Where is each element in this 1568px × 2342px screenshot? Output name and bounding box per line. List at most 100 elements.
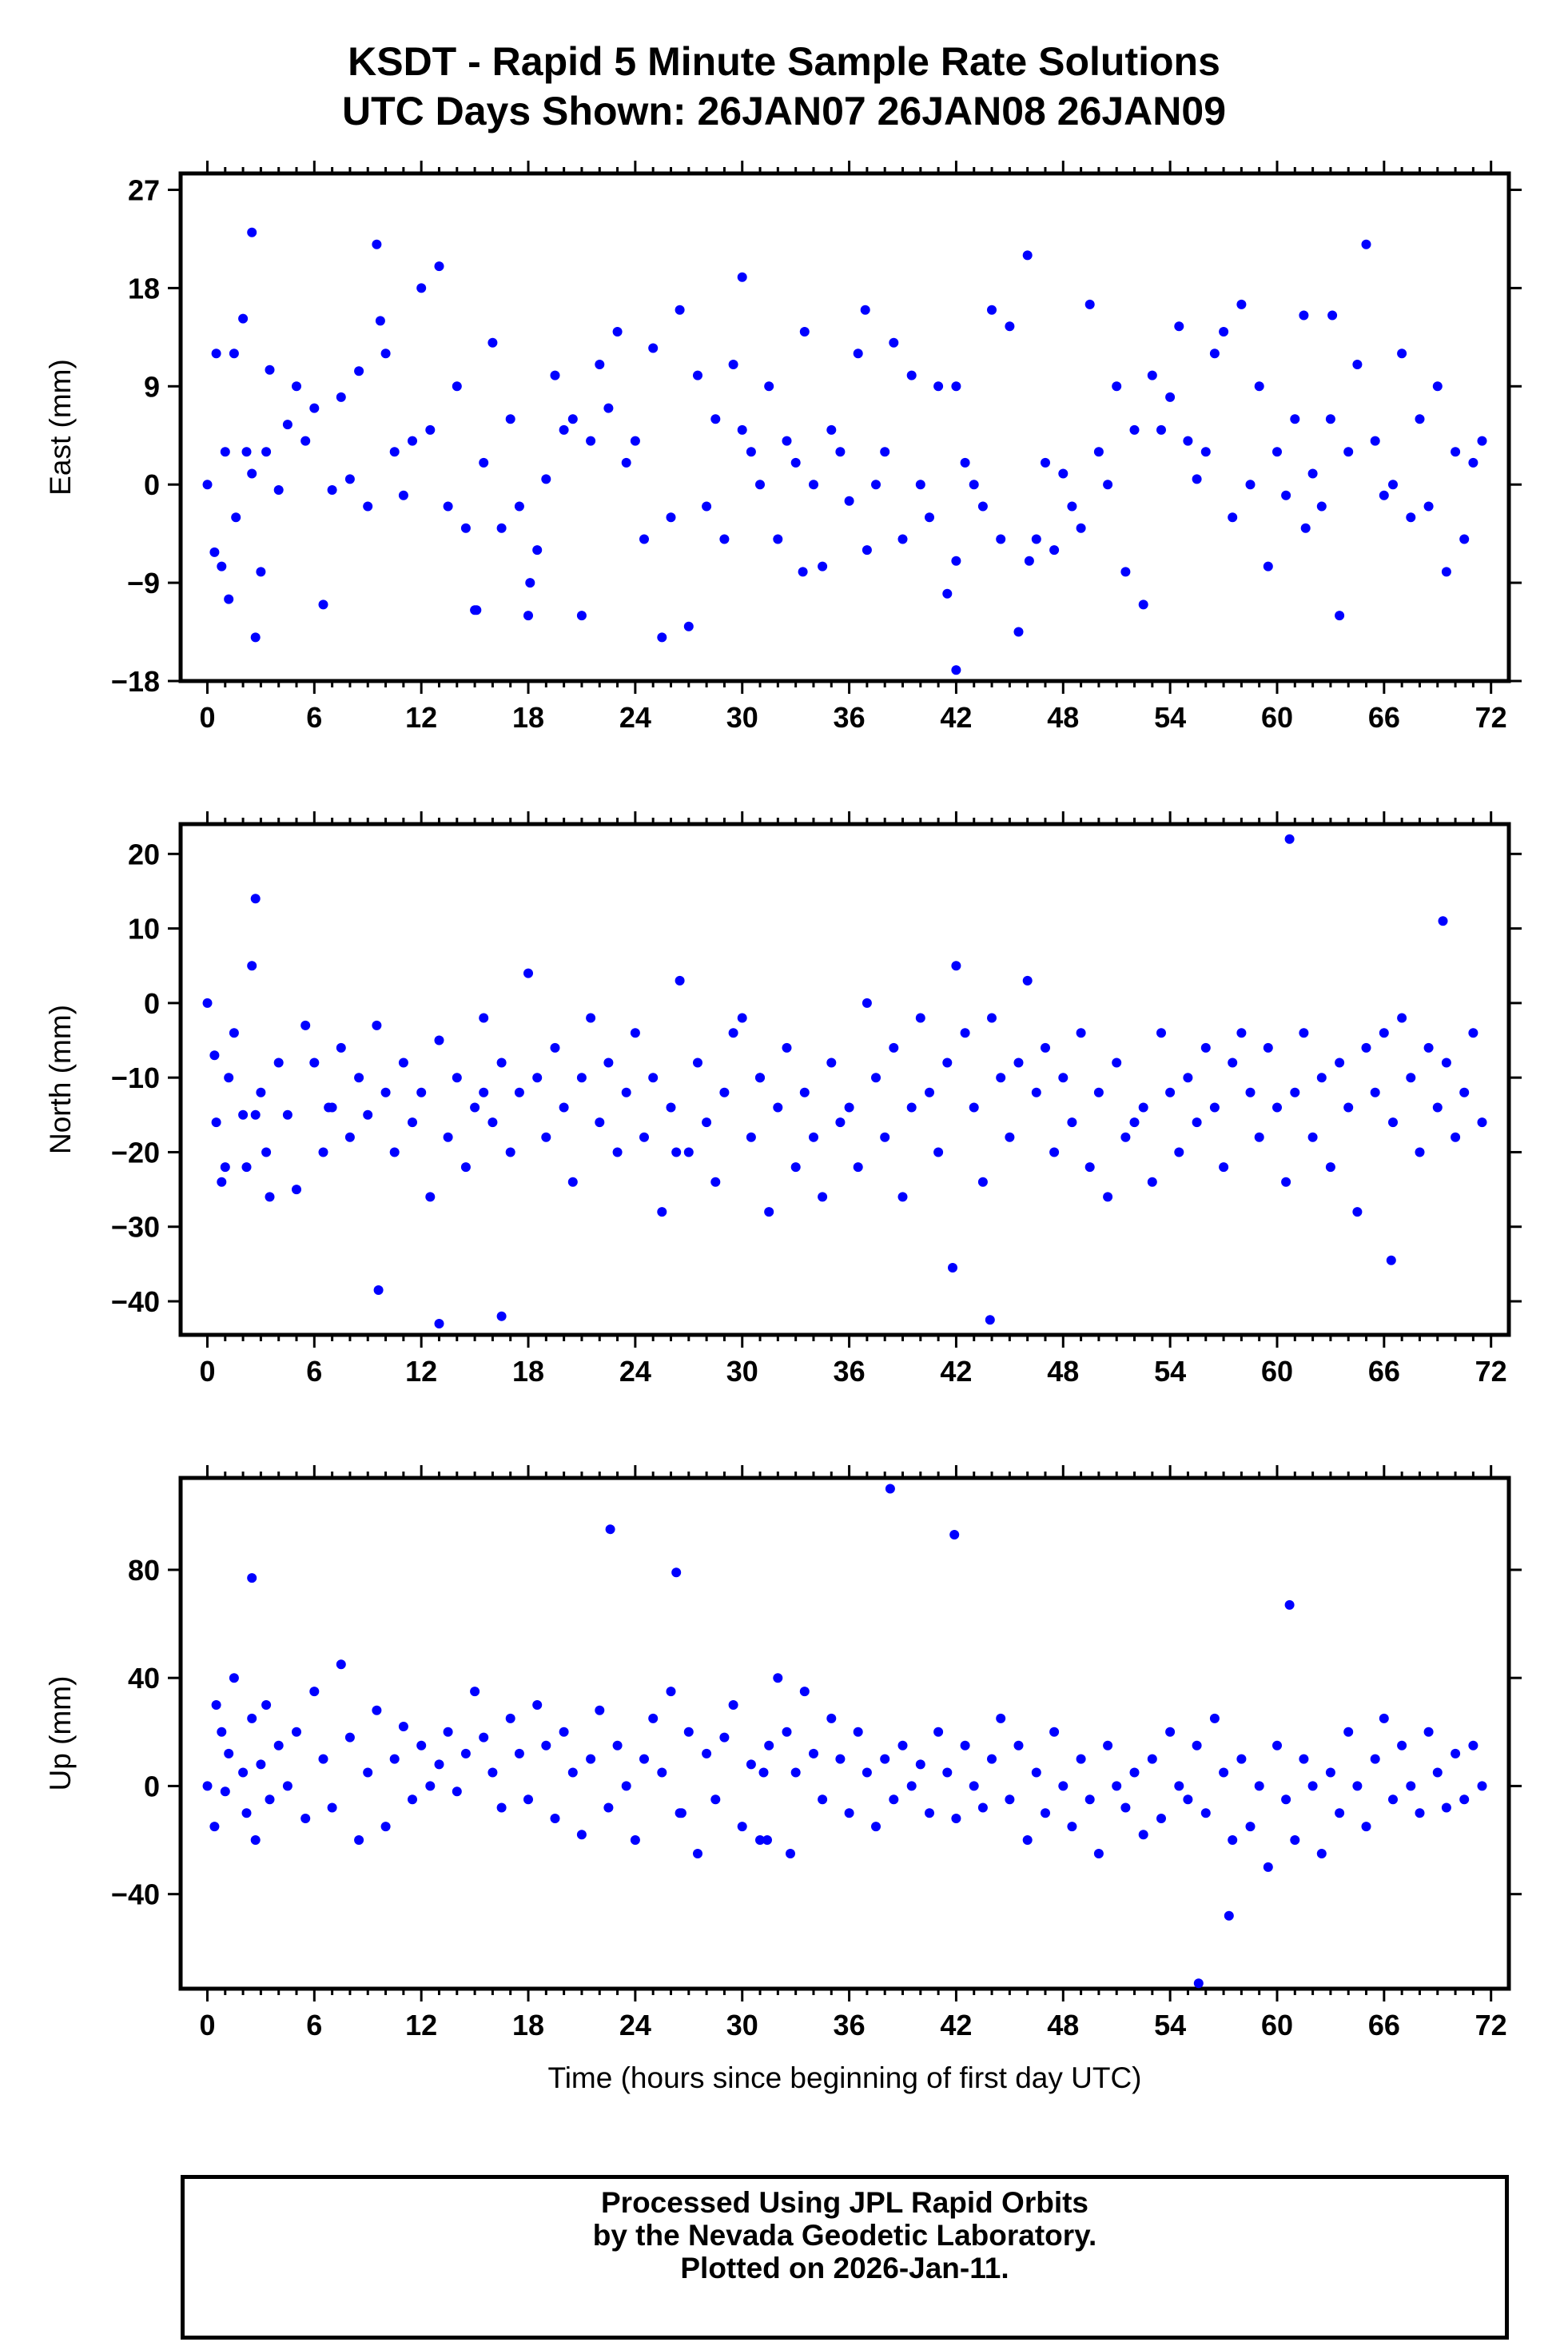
data-point xyxy=(844,1102,854,1113)
data-point xyxy=(300,1020,311,1030)
data-point xyxy=(1352,1781,1363,1791)
data-point xyxy=(782,436,792,446)
data-point xyxy=(818,561,828,572)
x-tick-label: 48 xyxy=(1047,2009,1079,2041)
data-point xyxy=(1228,512,1238,523)
data-point xyxy=(1076,1028,1086,1038)
data-point xyxy=(363,1767,373,1778)
data-point xyxy=(906,1102,917,1113)
data-point xyxy=(1459,1087,1470,1097)
x-tick-label: 18 xyxy=(512,701,544,734)
data-point xyxy=(728,1028,738,1038)
data-point xyxy=(1049,1727,1060,1737)
data-point xyxy=(1263,1862,1273,1872)
data-point xyxy=(987,1754,997,1764)
y-tick-label: −10 xyxy=(111,1061,160,1094)
data-point xyxy=(987,1013,997,1023)
x-tick-label: 6 xyxy=(306,2009,322,2041)
data-point xyxy=(1049,545,1060,556)
data-point xyxy=(1477,436,1487,446)
data-point xyxy=(576,1073,587,1083)
x-tick-label: 0 xyxy=(199,2009,215,2041)
x-tick-label: 60 xyxy=(1261,1355,1293,1388)
data-point xyxy=(247,1713,257,1723)
data-point xyxy=(809,1748,818,1758)
data-point xyxy=(1147,370,1157,380)
data-point xyxy=(505,1713,515,1723)
data-point xyxy=(737,1822,747,1832)
panel-frame-1 xyxy=(178,822,1511,1337)
data-point xyxy=(309,1057,320,1068)
data-point xyxy=(702,501,712,512)
data-point xyxy=(1438,916,1448,926)
data-point xyxy=(567,1767,578,1778)
data-point xyxy=(1138,599,1148,610)
y-tick-label: 0 xyxy=(144,1770,160,1802)
data-point xyxy=(676,1808,686,1818)
data-point xyxy=(1209,349,1220,359)
data-point xyxy=(773,1673,783,1683)
data-point xyxy=(1112,381,1122,392)
data-point xyxy=(224,1748,234,1758)
data-point xyxy=(224,594,234,604)
data-point xyxy=(336,392,346,402)
data-point xyxy=(220,1162,230,1173)
x-tick-label: 12 xyxy=(405,2009,437,2041)
data-point xyxy=(737,272,747,282)
panel-frame-2 xyxy=(178,1476,1511,1991)
footer-line2: by the Nevada Geodetic Laboratory. xyxy=(592,2219,1097,2252)
data-point xyxy=(567,1177,578,1187)
data-point xyxy=(693,370,702,380)
data-point xyxy=(209,1822,220,1832)
data-point xyxy=(925,1808,934,1818)
data-point xyxy=(996,1713,1006,1723)
data-point xyxy=(1058,1781,1069,1791)
data-point xyxy=(1316,1073,1327,1083)
data-point xyxy=(443,1727,453,1737)
data-point xyxy=(798,567,808,577)
data-point xyxy=(853,1727,863,1737)
data-point xyxy=(925,1087,934,1097)
data-point xyxy=(915,480,925,490)
data-point xyxy=(1129,424,1140,435)
y-tick-label: 10 xyxy=(128,913,160,946)
data-point xyxy=(897,1192,908,1202)
data-point xyxy=(1263,1042,1273,1053)
data-point xyxy=(1272,447,1282,457)
y-tick-label: 27 xyxy=(128,173,160,206)
data-point xyxy=(282,1109,293,1120)
data-point xyxy=(309,403,320,413)
data-point xyxy=(217,1727,227,1737)
data-point xyxy=(247,1573,257,1583)
data-point xyxy=(1245,480,1256,490)
data-point xyxy=(925,512,934,523)
data-point xyxy=(496,1802,507,1813)
data-point xyxy=(648,1073,659,1083)
x-tick-label: 24 xyxy=(619,2009,651,2041)
data-point xyxy=(1370,436,1380,446)
data-point xyxy=(1245,1087,1256,1097)
data-point xyxy=(844,1808,854,1818)
data-point xyxy=(261,1700,272,1710)
data-point xyxy=(960,1740,970,1751)
x-tick-label: 0 xyxy=(199,1355,215,1388)
data-point xyxy=(416,283,427,293)
data-point xyxy=(1156,1028,1166,1038)
data-point xyxy=(354,1073,364,1083)
data-point xyxy=(1224,1910,1234,1921)
data-point xyxy=(389,1754,400,1764)
data-point xyxy=(1397,349,1407,359)
data-point xyxy=(790,1162,801,1173)
data-point xyxy=(496,523,507,533)
data-point xyxy=(949,1530,960,1539)
data-point xyxy=(265,1192,275,1202)
data-point xyxy=(292,381,301,392)
data-point xyxy=(380,349,391,359)
data-point xyxy=(247,468,257,479)
data-point xyxy=(1041,457,1050,468)
data-point xyxy=(265,1794,275,1805)
data-point xyxy=(1031,1767,1041,1778)
data-point xyxy=(1093,1087,1104,1097)
data-point xyxy=(327,1802,337,1813)
data-point xyxy=(1284,834,1295,844)
